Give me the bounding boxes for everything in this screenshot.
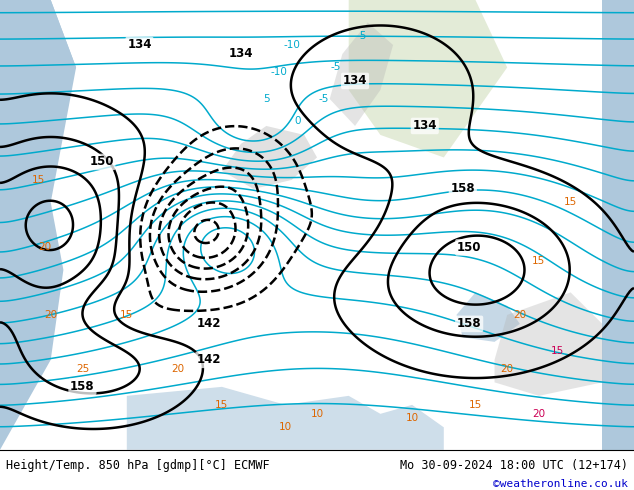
Text: 142: 142 bbox=[197, 353, 221, 367]
Text: 15: 15 bbox=[469, 400, 482, 410]
Polygon shape bbox=[495, 293, 602, 396]
Text: 15: 15 bbox=[552, 346, 564, 356]
Text: -5: -5 bbox=[318, 94, 328, 104]
Text: 10: 10 bbox=[279, 422, 292, 432]
Polygon shape bbox=[602, 0, 634, 450]
Polygon shape bbox=[456, 293, 520, 342]
Text: Mo 30-09-2024 18:00 UTC (12+174): Mo 30-09-2024 18:00 UTC (12+174) bbox=[399, 459, 628, 471]
Text: 134: 134 bbox=[343, 74, 367, 88]
Text: 0: 0 bbox=[295, 117, 301, 126]
Text: 15: 15 bbox=[533, 256, 545, 266]
Text: 20: 20 bbox=[171, 364, 184, 374]
Text: 150: 150 bbox=[89, 155, 113, 169]
Text: 20: 20 bbox=[38, 243, 51, 252]
Text: 15: 15 bbox=[32, 175, 44, 185]
Polygon shape bbox=[0, 0, 76, 450]
Text: -10: -10 bbox=[283, 40, 300, 50]
Polygon shape bbox=[0, 0, 76, 112]
Text: -5: -5 bbox=[356, 31, 366, 41]
Text: -5: -5 bbox=[331, 62, 341, 73]
Polygon shape bbox=[330, 23, 393, 126]
Text: 15: 15 bbox=[216, 400, 228, 410]
Text: 20: 20 bbox=[533, 409, 545, 419]
Polygon shape bbox=[127, 387, 444, 450]
Text: 134: 134 bbox=[229, 48, 253, 60]
Polygon shape bbox=[222, 126, 317, 189]
Text: 5: 5 bbox=[263, 94, 269, 104]
Text: 134: 134 bbox=[413, 120, 437, 132]
Text: Height/Temp. 850 hPa [gdmp][°C] ECMWF: Height/Temp. 850 hPa [gdmp][°C] ECMWF bbox=[6, 459, 270, 471]
Text: 150: 150 bbox=[457, 241, 481, 254]
Polygon shape bbox=[349, 0, 507, 157]
Text: ©weatheronline.co.uk: ©weatheronline.co.uk bbox=[493, 479, 628, 489]
Text: 10: 10 bbox=[311, 409, 323, 419]
Text: 15: 15 bbox=[564, 197, 577, 207]
Text: 158: 158 bbox=[457, 318, 481, 330]
Text: 15: 15 bbox=[120, 310, 133, 320]
Text: 158: 158 bbox=[451, 182, 475, 196]
Text: 25: 25 bbox=[76, 364, 89, 374]
Text: -10: -10 bbox=[271, 67, 287, 77]
Text: 158: 158 bbox=[70, 380, 94, 393]
Text: 10: 10 bbox=[406, 414, 418, 423]
Text: 20: 20 bbox=[501, 364, 514, 374]
Text: 20: 20 bbox=[44, 310, 57, 320]
Text: 20: 20 bbox=[514, 310, 526, 320]
Text: 142: 142 bbox=[197, 318, 221, 330]
Text: 134: 134 bbox=[127, 39, 152, 51]
